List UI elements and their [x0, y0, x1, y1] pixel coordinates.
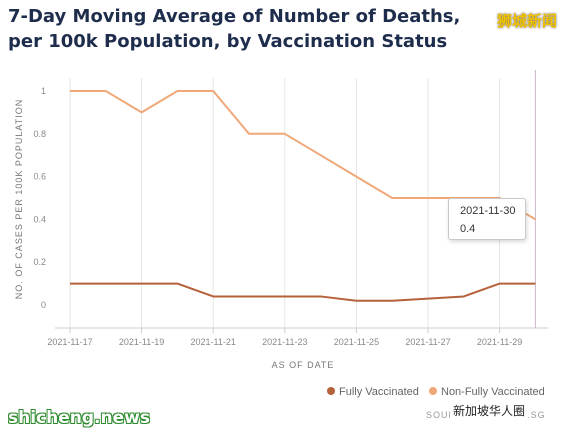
x-tick-label: 2021-11-19 [119, 337, 164, 347]
y-tick-label: 0.6 [33, 172, 46, 182]
legend-marker [429, 387, 437, 395]
series-lines [70, 90, 536, 302]
hover-tooltip: 2021-11-30 0.4 [448, 198, 526, 240]
x-axis-title: AS OF DATE [272, 360, 335, 370]
legend-label: Fully Vaccinated [339, 386, 419, 398]
y-axis-title: NO. OF CASES PER 100K POPULATION [14, 99, 24, 299]
grid-lines [69, 78, 501, 333]
x-tick-label: 2021-11-23 [262, 337, 307, 347]
y-tick-label: 0.4 [33, 214, 46, 224]
x-tick-label: 2021-11-27 [405, 337, 450, 347]
tooltip-date: 2021-11-30 [460, 205, 516, 217]
x-tick-label: 2021-11-25 [334, 337, 379, 347]
legend: Fully Vaccinated Non-Fully Vaccinated [327, 386, 545, 398]
tooltip-value: 0.4 [460, 223, 476, 235]
legend-label: Non-Fully Vaccinated [441, 386, 545, 398]
y-tick-label: 0.2 [33, 257, 46, 267]
legend-marker [327, 387, 335, 395]
y-tick-label: 0 [41, 300, 46, 310]
x-tick-label: 2021-11-21 [191, 337, 236, 347]
series-line-fully-vaccinated [70, 282, 536, 302]
x-tick-label: 2021-11-29 [477, 337, 522, 347]
y-tick-label: 0.8 [33, 129, 46, 139]
y-tick-labels: 0 0.2 0.4 0.6 0.8 1 [33, 86, 46, 310]
chart-title: 7-Day Moving Average of Number of Deaths… [8, 6, 461, 52]
x-tick-labels: 2021-11-17 2021-11-19 2021-11-21 2021-11-23… [47, 337, 522, 347]
watermark-site: shicheng.news [8, 408, 150, 428]
watermark-logo-top: 狮城新闻 [496, 12, 557, 30]
x-tick-label: 2021-11-17 [47, 337, 92, 347]
y-tick-label: 1 [41, 86, 46, 96]
watermark-wechat: 新加坡华人圈 [450, 400, 529, 421]
